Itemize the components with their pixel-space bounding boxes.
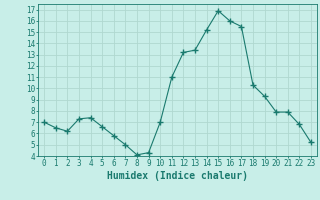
X-axis label: Humidex (Indice chaleur): Humidex (Indice chaleur) [107,171,248,181]
